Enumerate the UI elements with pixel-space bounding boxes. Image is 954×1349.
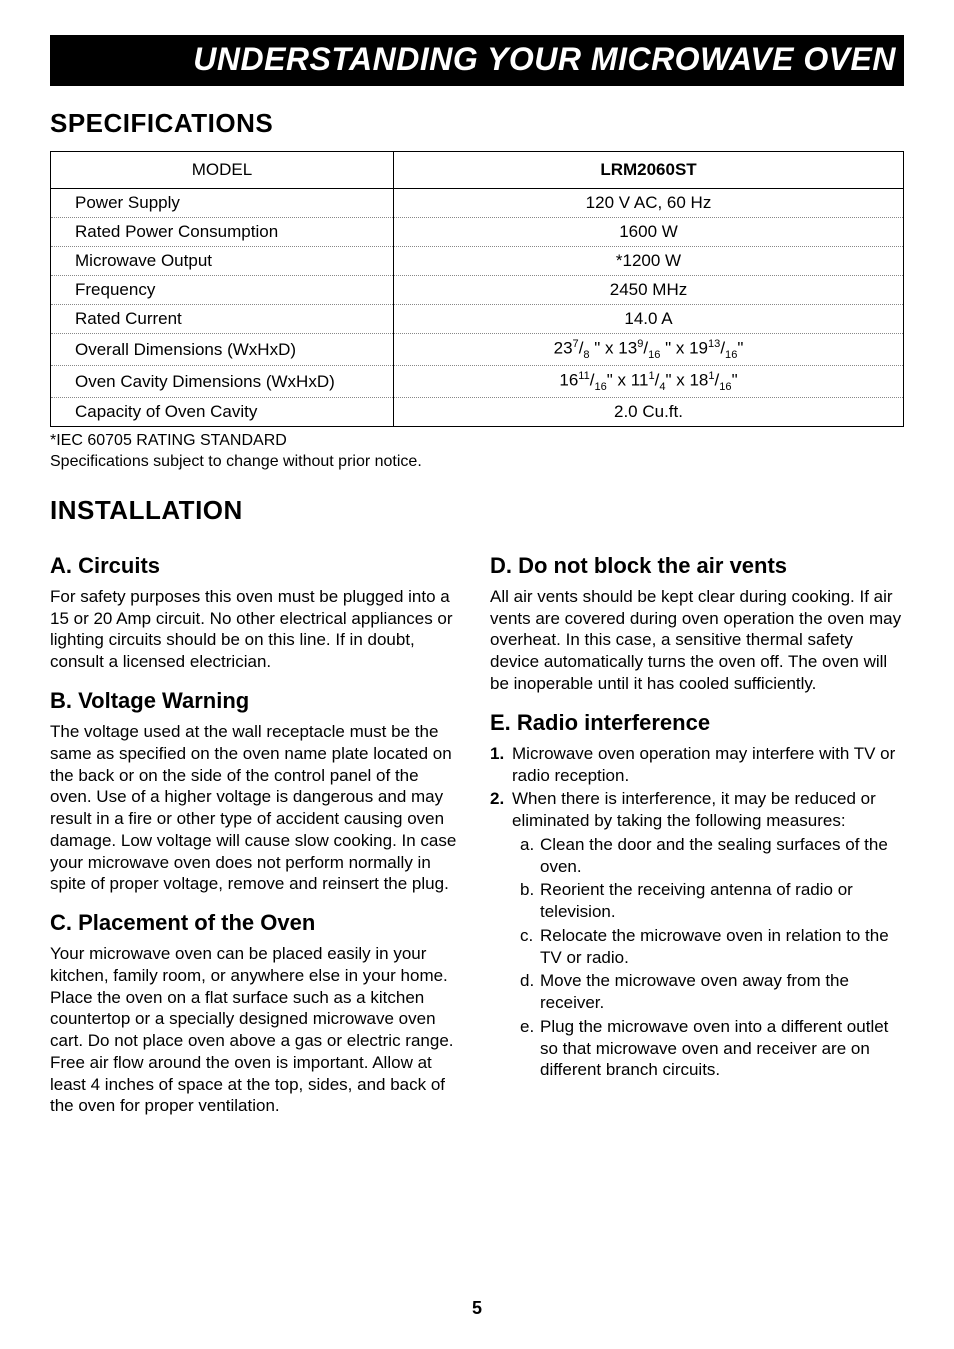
- table-row: Rated Current 14.0 A: [51, 305, 904, 334]
- right-column: D. Do not block the air vents All air ve…: [490, 538, 904, 1117]
- spec-value: 120 V AC, 60 Hz: [394, 189, 904, 218]
- spec-footnote: *IEC 60705 RATING STANDARD Specification…: [50, 431, 904, 473]
- section-d-title: D. Do not block the air vents: [490, 552, 904, 580]
- list-number: 1.: [490, 743, 512, 787]
- section-e-sublist: a. Clean the door and the sealing surfac…: [490, 834, 904, 1081]
- list-text: Move the microwave oven away from the re…: [540, 970, 904, 1014]
- section-c-title: C. Placement of the Oven: [50, 909, 464, 937]
- spec-label: Power Supply: [51, 189, 394, 218]
- section-a-body: For safety purposes this oven must be pl…: [50, 586, 464, 673]
- list-item: 1. Microwave oven operation may interfer…: [490, 743, 904, 787]
- page-number: 5: [0, 1298, 954, 1319]
- spec-value: 1600 W: [394, 218, 904, 247]
- list-text: Clean the door and the sealing surfaces …: [540, 834, 904, 878]
- table-row: Frequency 2450 MHz: [51, 276, 904, 305]
- table-row: Oven Cavity Dimensions (WxHxD) 1611/16" …: [51, 366, 904, 398]
- model-label-cell: MODEL: [51, 152, 394, 189]
- table-row: Microwave Output *1200 W: [51, 247, 904, 276]
- section-c-body: Your microwave oven can be placed easily…: [50, 943, 464, 1117]
- list-number: 2.: [490, 788, 512, 832]
- footnote-line1: *IEC 60705 RATING STANDARD: [50, 432, 287, 449]
- spec-label: Capacity of Oven Cavity: [51, 398, 394, 427]
- specs-table: MODEL LRM2060ST Power Supply 120 V AC, 6…: [50, 151, 904, 427]
- list-text: Reorient the receiving antenna of radio …: [540, 879, 904, 923]
- two-column-layout: A. Circuits For safety purposes this ove…: [50, 538, 904, 1117]
- list-item: d. Move the microwave oven away from the…: [520, 970, 904, 1014]
- section-d-body: All air vents should be kept clear durin…: [490, 586, 904, 695]
- table-row: Capacity of Oven Cavity 2.0 Cu.ft.: [51, 398, 904, 427]
- list-letter: c.: [520, 925, 540, 969]
- table-row: Rated Power Consumption 1600 W: [51, 218, 904, 247]
- spec-label: Rated Current: [51, 305, 394, 334]
- spec-value: 2450 MHz: [394, 276, 904, 305]
- specifications-heading: SPECIFICATIONS: [50, 108, 904, 139]
- list-text: Plug the microwave oven into a different…: [540, 1016, 904, 1081]
- table-header-row: MODEL LRM2060ST: [51, 152, 904, 189]
- list-item: c. Relocate the microwave oven in relati…: [520, 925, 904, 969]
- page-title-bar: UNDERSTANDING YOUR MICROWAVE OVEN: [50, 35, 904, 86]
- list-letter: d.: [520, 970, 540, 1014]
- spec-value: 1611/16" x 111/4" x 181/16": [394, 366, 904, 398]
- section-b-body: The voltage used at the wall receptacle …: [50, 721, 464, 895]
- list-item: 2. When there is interference, it may be…: [490, 788, 904, 832]
- footnote-line2: Specifications subject to change without…: [50, 453, 422, 470]
- spec-value: 2.0 Cu.ft.: [394, 398, 904, 427]
- section-e-list: 1. Microwave oven operation may interfer…: [490, 743, 904, 1081]
- spec-label: Oven Cavity Dimensions (WxHxD): [51, 366, 394, 398]
- list-letter: e.: [520, 1016, 540, 1081]
- spec-value: 14.0 A: [394, 305, 904, 334]
- model-value-cell: LRM2060ST: [394, 152, 904, 189]
- section-a-title: A. Circuits: [50, 552, 464, 580]
- list-item: a. Clean the door and the sealing surfac…: [520, 834, 904, 878]
- page: UNDERSTANDING YOUR MICROWAVE OVEN SPECIF…: [0, 0, 954, 1349]
- left-column: A. Circuits For safety purposes this ove…: [50, 538, 464, 1117]
- installation-heading: INSTALLATION: [50, 495, 904, 526]
- spec-label: Microwave Output: [51, 247, 394, 276]
- list-text: Microwave oven operation may interfere w…: [512, 743, 904, 787]
- list-letter: a.: [520, 834, 540, 878]
- table-row: Power Supply 120 V AC, 60 Hz: [51, 189, 904, 218]
- list-letter: b.: [520, 879, 540, 923]
- spec-label: Overall Dimensions (WxHxD): [51, 334, 394, 366]
- list-text: Relocate the microwave oven in relation …: [540, 925, 904, 969]
- spec-label: Rated Power Consumption: [51, 218, 394, 247]
- list-item: b. Reorient the receiving antenna of rad…: [520, 879, 904, 923]
- section-b-title: B. Voltage Warning: [50, 687, 464, 715]
- list-text: When there is interference, it may be re…: [512, 788, 904, 832]
- spec-label: Frequency: [51, 276, 394, 305]
- list-item: e. Plug the microwave oven into a differ…: [520, 1016, 904, 1081]
- spec-value: 237/8 " x 139/16 " x 1913/16": [394, 334, 904, 366]
- spec-value: *1200 W: [394, 247, 904, 276]
- section-e-title: E. Radio interference: [490, 709, 904, 737]
- table-row: Overall Dimensions (WxHxD) 237/8 " x 139…: [51, 334, 904, 366]
